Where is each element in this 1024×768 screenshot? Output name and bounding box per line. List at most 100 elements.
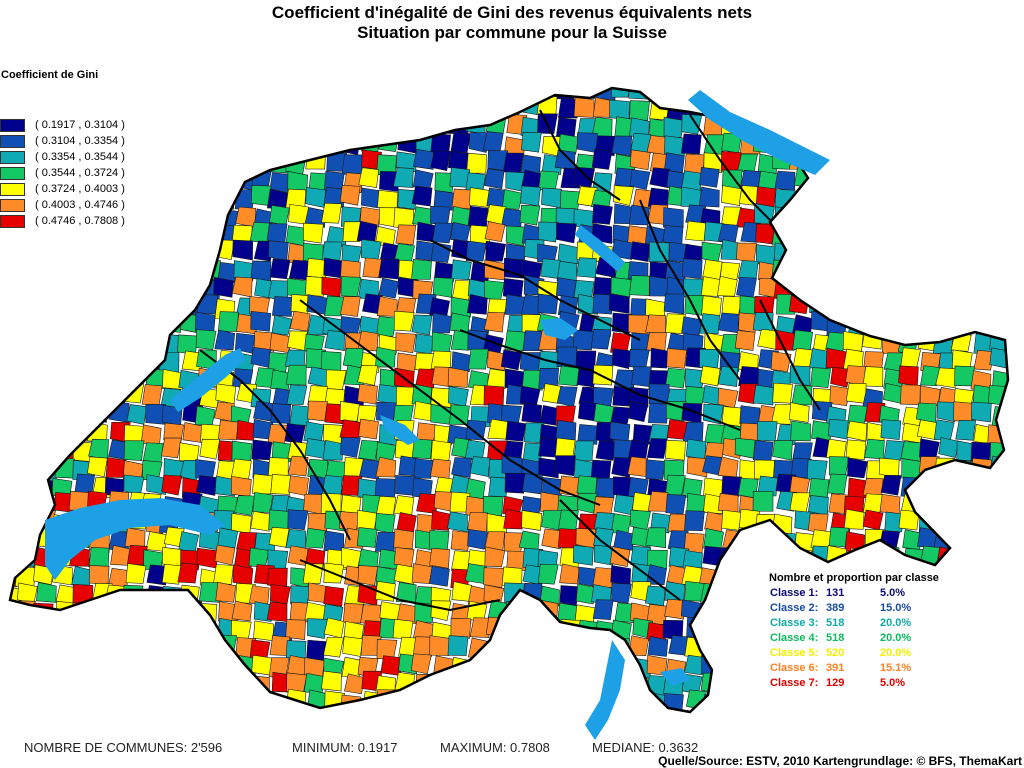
commune-cell	[861, 88, 883, 98]
commune-cell	[900, 315, 922, 337]
commune-cell	[375, 98, 396, 119]
commune-cell	[216, 98, 238, 120]
commune-cell	[218, 118, 239, 140]
commune-cell	[234, 495, 255, 516]
commune-cell	[87, 456, 108, 478]
commune-cell	[970, 280, 992, 301]
commune-cell	[470, 88, 492, 101]
commune-cell	[918, 296, 940, 318]
commune-cell	[575, 674, 597, 695]
commune-cell	[556, 386, 578, 408]
legend-swatch-7	[0, 214, 25, 228]
commune-cell	[772, 382, 793, 404]
commune-cell	[15, 494, 36, 516]
commune-cell	[1005, 88, 1008, 101]
commune-cell	[685, 220, 706, 242]
commune-cell	[432, 709, 454, 712]
commune-cell	[322, 439, 344, 461]
commune-cell	[900, 347, 921, 369]
commune-cell	[848, 258, 869, 280]
commune-cell	[970, 132, 992, 153]
commune-cell	[54, 186, 76, 208]
commune-cell	[233, 675, 255, 697]
commune-cell	[1006, 424, 1008, 445]
commune-cell	[880, 153, 902, 175]
commune-cell	[920, 658, 941, 680]
commune-cell	[160, 188, 181, 210]
commune-cell	[934, 169, 956, 191]
commune-cell	[341, 154, 363, 175]
commune-cell	[54, 671, 76, 692]
commune-cell	[10, 527, 22, 548]
commune-cell	[251, 690, 273, 712]
commune-cell	[285, 619, 307, 640]
commune-cell	[86, 421, 108, 443]
commune-cell	[595, 440, 617, 461]
commune-cell	[1005, 185, 1008, 206]
commune-cell	[69, 368, 91, 390]
commune-cell	[952, 279, 974, 301]
commune-cell	[932, 223, 954, 245]
commune-cell	[467, 711, 488, 712]
commune-cell	[142, 189, 164, 211]
commune-cell	[15, 388, 36, 409]
commune-cell	[123, 136, 145, 158]
commune-cell	[18, 347, 40, 368]
commune-cell	[700, 276, 722, 297]
commune-cell	[721, 567, 743, 589]
commune-cell	[159, 170, 181, 191]
commune-cell	[34, 673, 56, 695]
commune-cell	[38, 333, 59, 355]
commune-cell	[468, 637, 489, 659]
commune-cell	[106, 639, 128, 661]
commune-cell	[342, 602, 364, 624]
commune-cell	[90, 347, 112, 369]
commune-cell	[10, 368, 18, 390]
commune-cell	[900, 476, 922, 498]
commune-cell	[933, 257, 955, 279]
commune-cell	[902, 186, 923, 208]
commune-cell	[991, 600, 1008, 621]
commune-cell	[847, 602, 868, 623]
commune-cell	[18, 406, 40, 428]
commune-cell	[88, 149, 109, 171]
commune-cell	[464, 563, 486, 584]
commune-cell	[15, 312, 37, 333]
commune-cell	[16, 654, 38, 676]
commune-cell	[428, 530, 450, 551]
commune-cell	[194, 405, 216, 427]
commune-cell	[72, 99, 94, 121]
commune-cell	[573, 97, 595, 118]
commune-cell	[920, 208, 942, 230]
commune-cell	[519, 385, 541, 407]
commune-cell	[953, 401, 974, 423]
commune-cell	[52, 296, 73, 317]
commune-cell	[737, 726, 757, 746]
commune-cell	[771, 726, 791, 746]
commune-cell	[901, 672, 923, 694]
commune-cell	[521, 510, 542, 531]
commune-cell	[377, 384, 398, 405]
commune-cell	[88, 654, 110, 676]
commune-cell	[663, 207, 684, 228]
commune-cell	[358, 418, 379, 440]
commune-cell	[989, 316, 1008, 337]
commune-cell	[935, 367, 956, 389]
commune-cell	[123, 440, 145, 462]
commune-cell	[920, 150, 942, 172]
commune-cell	[10, 334, 23, 355]
commune-cell	[536, 638, 558, 660]
commune-cell	[879, 277, 901, 299]
commune-cell	[483, 385, 505, 406]
commune-cell	[268, 526, 290, 548]
commune-cell	[665, 474, 686, 496]
class-count-6: 391	[826, 662, 845, 674]
commune-cell	[953, 189, 974, 211]
commune-cell	[303, 222, 324, 244]
commune-cell	[234, 115, 255, 137]
commune-cell	[72, 224, 94, 246]
commune-cell	[10, 514, 19, 535]
commune-cell	[144, 294, 166, 315]
commune-cell	[593, 403, 615, 424]
commune-cell	[215, 383, 237, 405]
